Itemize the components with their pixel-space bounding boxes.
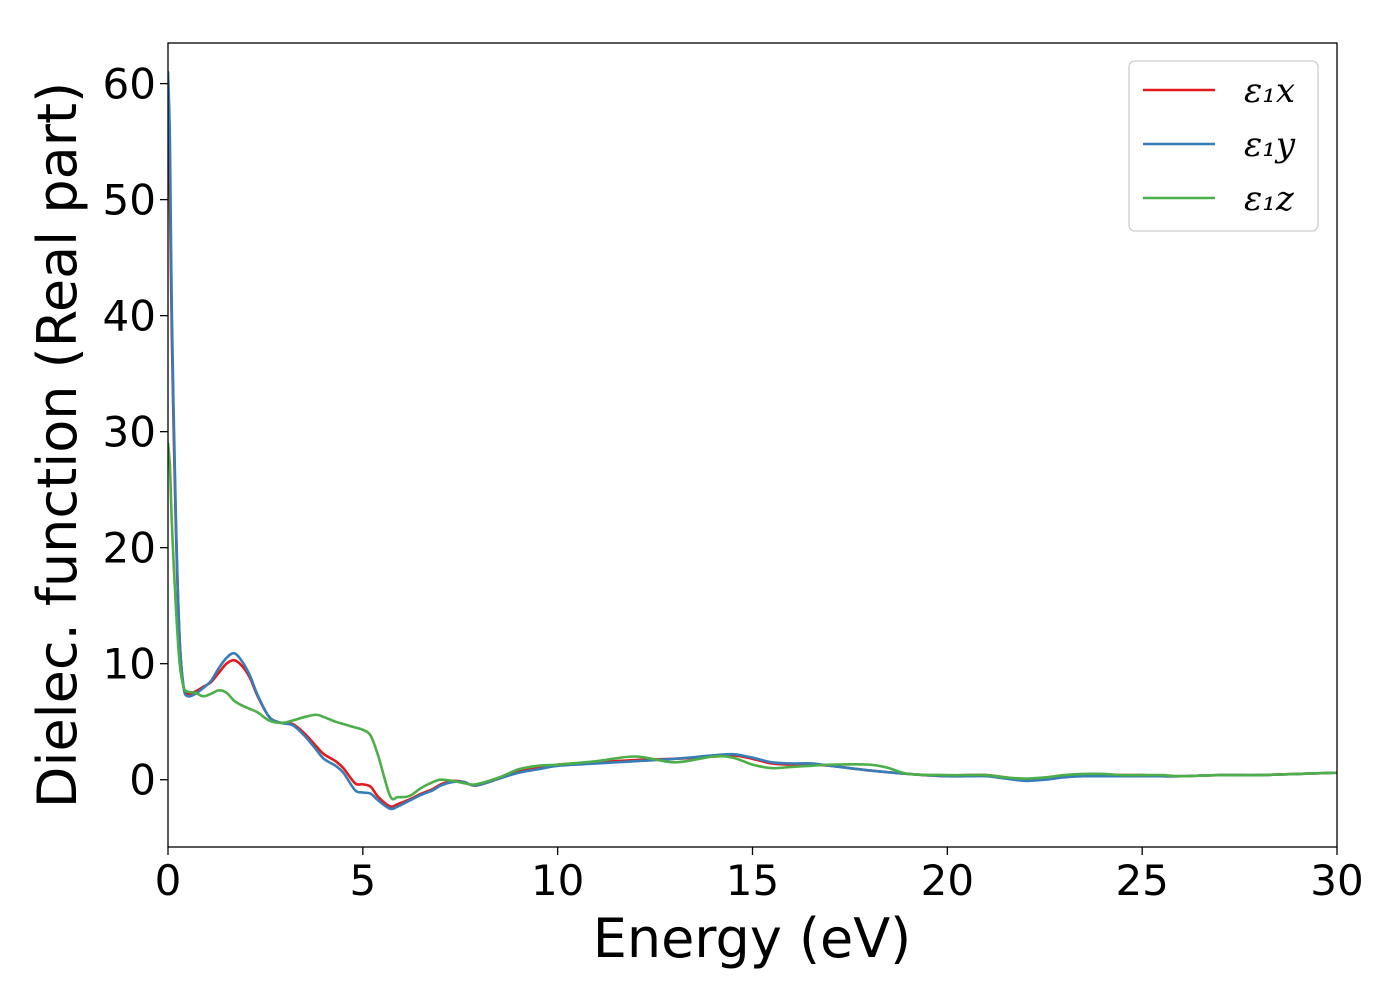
series-line-2 [168, 70, 1337, 811]
series-line-3 [168, 441, 1337, 801]
legend-label: ε₁y [1244, 125, 1296, 165]
legend-label: ε₁z [1244, 179, 1295, 219]
legend-entries: ε₁x ε₁y ε₁z [1143, 71, 1296, 219]
y-tick-label: 20 [103, 524, 156, 573]
y-tick-label: 50 [103, 176, 156, 225]
series-layer [168, 70, 1337, 811]
x-tick-label: 5 [349, 856, 376, 905]
y-tick-label: 60 [103, 60, 156, 109]
x-tick-label: 0 [155, 856, 182, 905]
legend: ε₁x ε₁y ε₁z [1128, 60, 1319, 232]
y-tick-label: 10 [103, 640, 156, 689]
x-tick-label: 30 [1310, 856, 1363, 905]
y-tick-label: 0 [129, 756, 156, 805]
x-axis-title: Energy (eV) [593, 907, 912, 970]
x-tick-label: 15 [726, 856, 779, 905]
y-tick-label: 30 [103, 408, 156, 457]
legend-label: ε₁x [1244, 71, 1295, 111]
x-tick-label: 10 [531, 856, 584, 905]
legend-box [1128, 60, 1319, 232]
y-axis-ticks: 0 10 20 30 40 50 60 [103, 60, 168, 805]
x-tick-label: 25 [1115, 856, 1168, 905]
y-tick-label: 40 [103, 292, 156, 341]
y-axis-title: Dielec. function (Real part) [26, 82, 89, 808]
x-axis-ticks: 0 5 10 15 20 25 30 [155, 847, 1364, 905]
x-tick-label: 20 [921, 856, 974, 905]
